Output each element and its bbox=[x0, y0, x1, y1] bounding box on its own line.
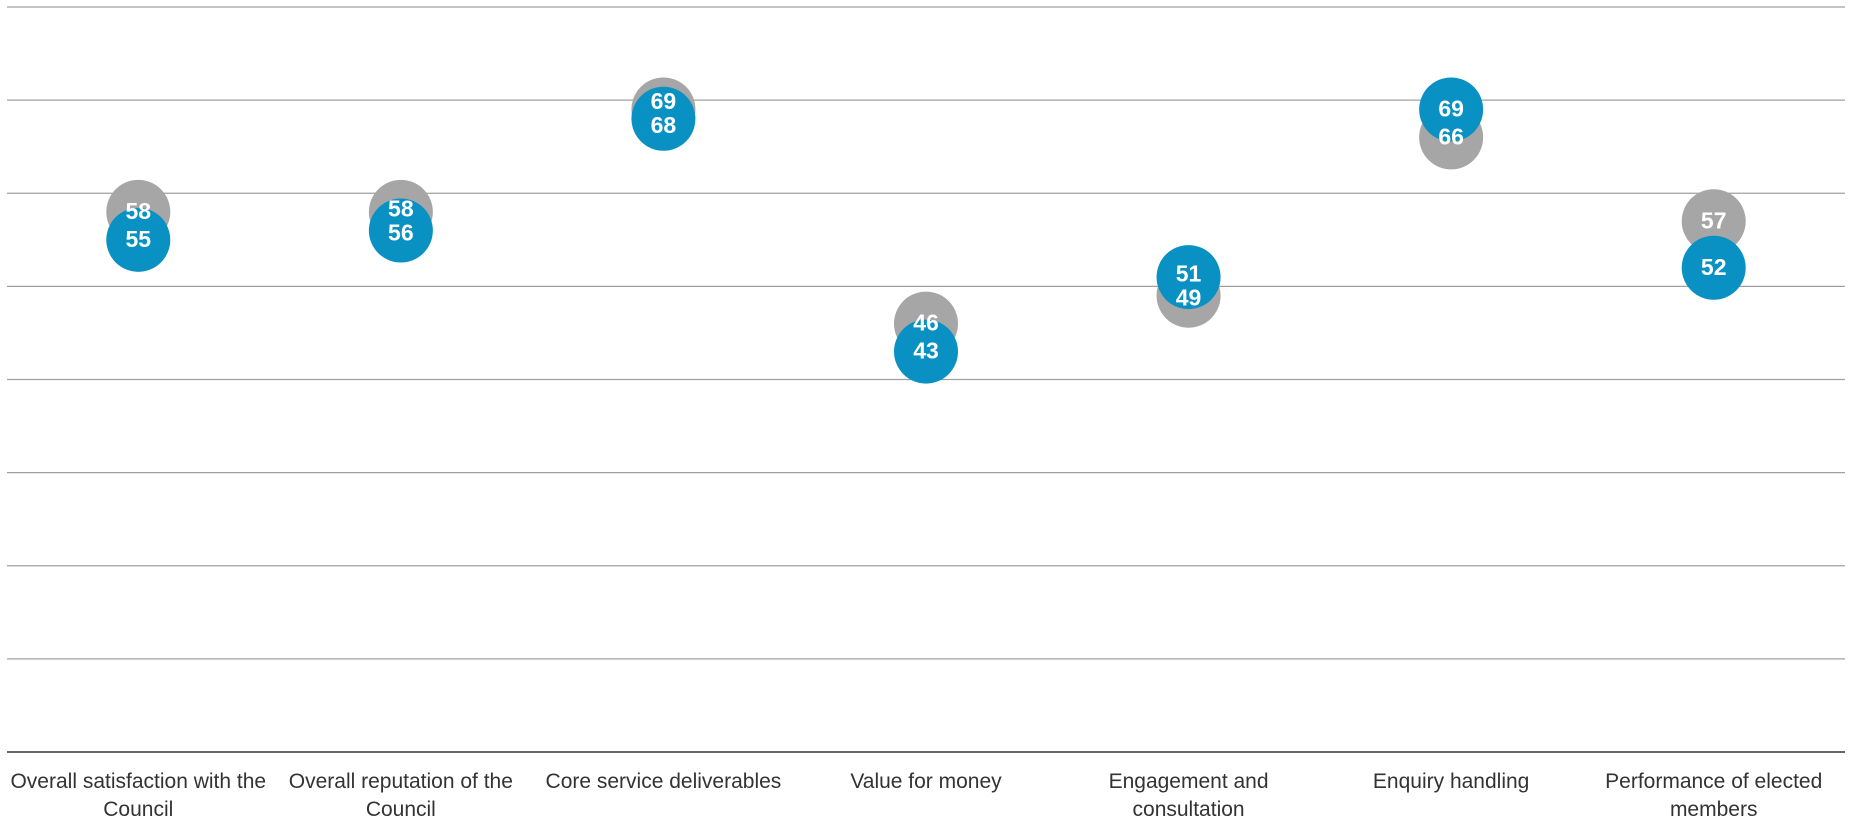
x-tick-label: Core service deliverables bbox=[545, 770, 782, 793]
x-tick-label: Enquiry handling bbox=[1372, 770, 1530, 793]
dot bbox=[631, 86, 696, 151]
dot bbox=[1681, 235, 1746, 300]
data-label: 69 bbox=[651, 88, 677, 114]
data-label: 46 bbox=[913, 310, 939, 336]
data-label: 66 bbox=[1438, 123, 1464, 149]
data-label: 68 bbox=[651, 112, 677, 138]
x-tick-label: Value for money bbox=[850, 770, 1002, 793]
dot bbox=[1419, 77, 1484, 142]
x-tick-label: Engagement and consultation bbox=[1108, 770, 1269, 821]
dot bbox=[1156, 245, 1221, 310]
data-label: 52 bbox=[1701, 254, 1727, 280]
data-label: 58 bbox=[388, 195, 414, 221]
x-tick-label: Performance of elected members bbox=[1605, 770, 1823, 821]
data-label: 57 bbox=[1701, 207, 1727, 233]
x-tick-label: Overall reputation of the Council bbox=[288, 770, 513, 821]
dot bbox=[894, 319, 958, 384]
data-label: 58 bbox=[125, 198, 151, 224]
data-label: 49 bbox=[1176, 284, 1202, 310]
data-label: 51 bbox=[1176, 260, 1202, 286]
data-label: 43 bbox=[913, 338, 939, 364]
dot bbox=[368, 198, 433, 263]
dot bbox=[1681, 189, 1746, 254]
data-label: 56 bbox=[388, 219, 414, 245]
data-label: 55 bbox=[125, 226, 151, 252]
x-tick-label: Overall satisfaction with the Council bbox=[10, 770, 267, 821]
dot bbox=[106, 207, 171, 272]
data-label: 69 bbox=[1438, 96, 1464, 122]
